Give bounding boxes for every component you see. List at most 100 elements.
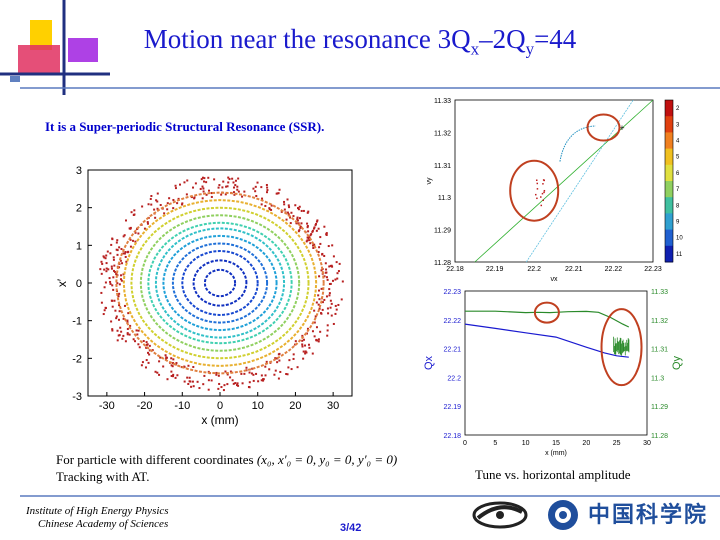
- chaotic-point: [297, 208, 300, 211]
- highlight-circle-right: [586, 113, 621, 142]
- chaotic-point: [262, 378, 265, 381]
- tune-scatter-point: [540, 196, 542, 198]
- colorbar-tick-label: 3: [676, 122, 680, 128]
- chaotic-point: [100, 272, 103, 275]
- chaotic-point: [321, 301, 324, 304]
- tune-y-tick-label: 11.33: [434, 98, 451, 105]
- chaotic-point: [171, 365, 174, 368]
- chaotic-point: [298, 229, 301, 232]
- chaotic-point: [217, 374, 220, 377]
- chaotic-point: [117, 318, 120, 321]
- chaotic-point: [299, 226, 302, 229]
- chaotic-point: [140, 364, 143, 367]
- chaotic-point: [231, 177, 234, 180]
- chaotic-point: [318, 307, 321, 310]
- chaotic-point: [311, 230, 314, 233]
- chaotic-point: [120, 274, 123, 277]
- title-main: Motion near the resonance 3Q: [143, 24, 471, 54]
- chaotic-point: [126, 327, 129, 330]
- chaotic-point: [255, 194, 258, 197]
- chaotic-point: [283, 203, 286, 206]
- chaotic-point: [111, 299, 114, 302]
- chaotic-point: [328, 288, 331, 291]
- decor-small-square: [10, 76, 20, 82]
- chaotic-point: [325, 232, 328, 235]
- chaotic-point: [327, 312, 330, 315]
- chaotic-point: [104, 306, 107, 309]
- chaotic-point: [170, 374, 173, 377]
- page-number: 3/42: [340, 522, 362, 534]
- chaotic-point: [149, 197, 152, 200]
- chaotic-point: [227, 176, 230, 179]
- colorbar-segment: [665, 181, 673, 198]
- chaotic-point: [180, 203, 183, 206]
- chaotic-point: [338, 262, 341, 265]
- chaotic-point: [138, 346, 141, 349]
- chaotic-point: [207, 189, 210, 192]
- chaotic-point: [301, 345, 304, 348]
- tune-scatter-point: [542, 199, 544, 202]
- chaotic-point: [196, 380, 199, 383]
- chaotic-point: [234, 382, 237, 385]
- chaotic-point: [317, 227, 320, 230]
- chaotic-point: [112, 269, 115, 272]
- chaotic-point: [297, 222, 300, 225]
- chaotic-point: [236, 382, 239, 385]
- amp-left-tick-label: 22.21: [443, 347, 461, 354]
- amp-right-axis-label: Qy: [671, 355, 683, 370]
- chaotic-point: [289, 216, 292, 219]
- colorbar-segment: [665, 229, 673, 247]
- chaotic-point: [124, 251, 127, 254]
- tune-scatter-point: [542, 183, 544, 185]
- chaotic-point: [146, 221, 149, 224]
- chaotic-point: [183, 181, 186, 184]
- chaotic-point: [170, 364, 173, 367]
- chaotic-point: [118, 246, 121, 249]
- chaotic-point: [290, 368, 293, 371]
- chaotic-point: [126, 319, 129, 322]
- orbit-4: [171, 242, 269, 324]
- amp-x-tick-label: 10: [522, 440, 530, 447]
- chaotic-point: [268, 207, 271, 210]
- chaotic-point: [328, 294, 331, 297]
- chaotic-point: [118, 266, 121, 269]
- chaotic-point: [270, 208, 273, 211]
- chaotic-point: [315, 222, 318, 225]
- chaotic-point: [237, 384, 240, 387]
- chaotic-point: [248, 371, 251, 374]
- chaotic-point: [300, 222, 303, 225]
- chaotic-point: [145, 346, 148, 349]
- orbit-2: [192, 259, 248, 307]
- chaotic-point: [123, 252, 126, 255]
- chaotic-point: [119, 278, 122, 281]
- chaotic-point: [320, 269, 323, 272]
- chaotic-point: [331, 279, 334, 282]
- chaotic-point: [320, 287, 323, 290]
- chaotic-point: [188, 376, 191, 379]
- chaotic-point: [116, 253, 119, 256]
- chaotic-point: [326, 324, 329, 327]
- amp-x-tick-label: 5: [493, 440, 497, 447]
- tracking-note: For particle with different coordinates …: [56, 451, 397, 485]
- chaotic-point: [312, 244, 315, 247]
- chaotic-point: [154, 216, 157, 219]
- chaotic-point: [313, 243, 316, 246]
- chaotic-point: [268, 208, 271, 211]
- chaotic-point: [296, 207, 299, 210]
- chaotic-point: [186, 179, 189, 182]
- chaotic-point: [213, 178, 216, 181]
- chaotic-point: [174, 187, 177, 190]
- y-axis-label: x′: [55, 278, 69, 287]
- chaotic-point: [232, 382, 235, 385]
- amp-right-tick-label: 11.3: [651, 375, 664, 382]
- amp-x-tick-label: 20: [582, 440, 590, 447]
- chaotic-point: [123, 304, 126, 307]
- chaotic-point: [226, 373, 229, 376]
- y-tick-label: -1: [72, 316, 82, 328]
- chaotic-point: [266, 189, 269, 192]
- chaotic-point: [218, 382, 221, 385]
- chaotic-point: [203, 180, 206, 183]
- chaotic-point: [130, 211, 133, 214]
- chaotic-point: [311, 229, 314, 232]
- chaotic-point: [315, 220, 318, 223]
